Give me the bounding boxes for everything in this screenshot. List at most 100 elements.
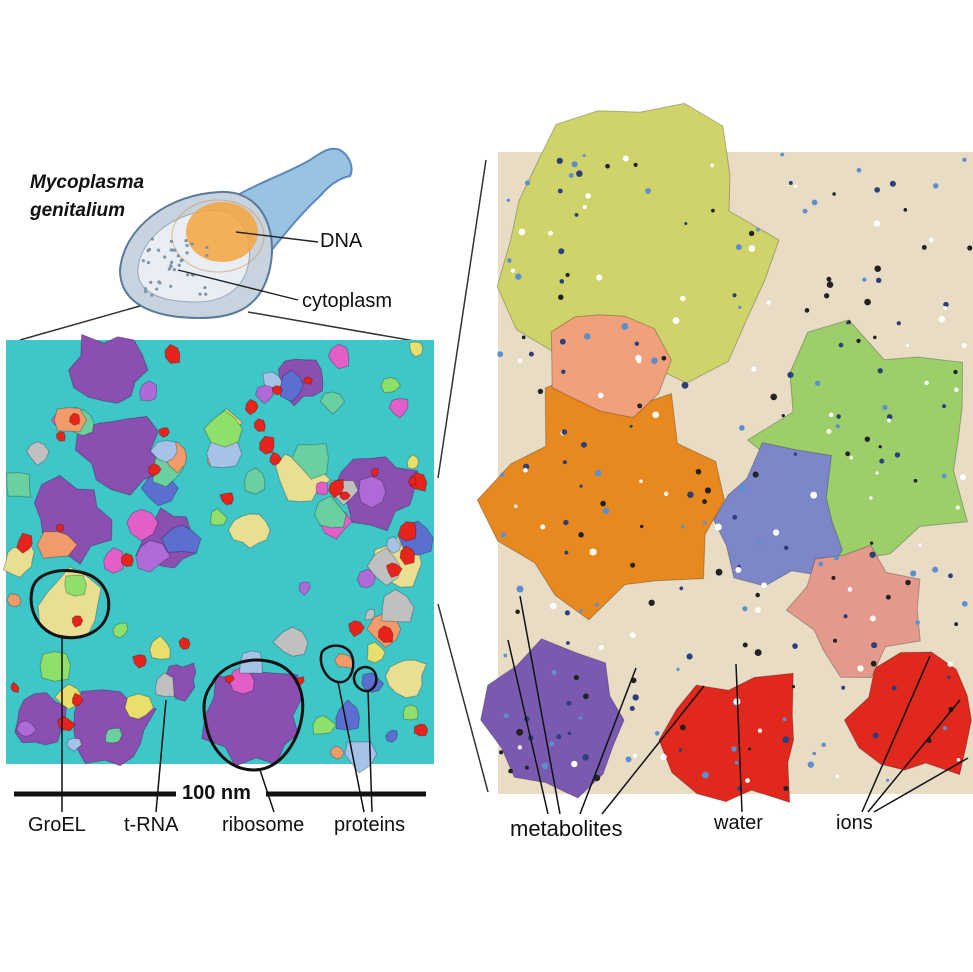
cytoplasm-dot <box>204 292 208 296</box>
protein-blob <box>26 441 50 467</box>
trna-blob <box>407 476 417 486</box>
metabolite-particle <box>745 778 750 783</box>
metabolite-particle <box>802 208 808 214</box>
metabolite-particle <box>497 351 504 358</box>
ribosome-blob <box>74 415 165 496</box>
protein-blob <box>5 471 32 498</box>
metabolite-particle <box>557 188 563 194</box>
metabolite-particle <box>564 610 570 616</box>
proteins-pointer-2 <box>367 689 373 813</box>
trna-blob <box>164 343 181 364</box>
metabolite-particle <box>645 188 651 194</box>
protein-blob <box>210 507 228 526</box>
metabolite-particle <box>783 785 789 791</box>
zoom-line-top <box>437 159 487 479</box>
trna-blob <box>244 398 259 416</box>
zoom-line-bottom <box>437 603 489 793</box>
cytoplasm-dot <box>169 284 173 288</box>
metabolite-particle <box>831 575 836 580</box>
metabolite-particle <box>523 467 528 473</box>
metabolite-particle <box>629 632 636 639</box>
cytoplasm-dot <box>156 248 161 252</box>
metabolite-particle <box>574 213 579 217</box>
cytoplasm-dot <box>155 287 159 291</box>
metabolite-particle <box>582 154 586 158</box>
trna-blob <box>120 552 135 568</box>
protein-blob <box>126 508 159 542</box>
metabolite-particle <box>593 774 601 782</box>
right-molecules <box>476 102 973 804</box>
metabolite-particle <box>847 587 853 592</box>
metabolite-particle <box>821 742 826 748</box>
metabolite-particle <box>679 586 684 591</box>
metabolite-particle <box>878 445 882 449</box>
metabolite-particle <box>954 622 959 627</box>
metabolite-particle <box>585 193 591 199</box>
protein-blob <box>329 745 345 760</box>
groel-blob <box>227 513 271 549</box>
protein-blob <box>319 391 346 415</box>
trna-blob <box>69 412 81 426</box>
metabolite-particle <box>500 532 507 538</box>
metabolite-particle <box>869 615 876 622</box>
metabolite-particle <box>503 653 508 658</box>
metabolite-particle <box>541 762 549 770</box>
metabolite-particle <box>948 706 954 713</box>
metabolite-particle <box>871 642 878 649</box>
metabolite-particle <box>622 155 629 162</box>
cytoplasm-dot <box>172 268 176 272</box>
cytoplasm-dot <box>147 247 152 252</box>
cytoplasm-dot <box>205 245 209 249</box>
metabolite-particle <box>632 753 637 758</box>
metabolite-particle <box>567 731 572 736</box>
metabolite-particle <box>826 276 832 282</box>
metabolite-particle <box>889 180 896 187</box>
metabolite-particle <box>640 524 644 529</box>
ions-pointer-3 <box>873 757 969 813</box>
metabolite-particle <box>788 181 793 185</box>
metabolite-particle <box>651 357 658 365</box>
metabolite-particle <box>589 548 597 556</box>
metabolite-particle <box>946 675 951 679</box>
metabolites-pointer-3 <box>579 667 637 815</box>
metabolite-particle <box>508 768 513 774</box>
cytoplasm-dot <box>157 280 161 284</box>
cytoplasm-dot <box>143 289 148 294</box>
cytoplasm-dot <box>185 251 189 255</box>
metabolite-particle <box>910 570 917 577</box>
metabolite-particle <box>597 392 604 399</box>
metabolite-particle <box>562 460 567 465</box>
metabolite-particle <box>583 333 591 340</box>
metabolite-particle <box>791 684 796 689</box>
metabolite-particle <box>540 524 546 530</box>
cytoplasm-dot <box>141 259 145 263</box>
protein-blob <box>327 343 350 370</box>
metabolite-particle <box>625 756 632 763</box>
trna-blob <box>259 435 275 455</box>
protein-blob <box>385 729 399 743</box>
metabolite-particle <box>517 745 523 750</box>
metabolite-particle <box>582 693 589 700</box>
metabolite-particle <box>739 425 745 431</box>
metabolite-particle <box>835 424 840 429</box>
protein-blob <box>160 524 202 554</box>
metabolite-particle <box>879 458 885 464</box>
metabolite-particle <box>537 388 544 395</box>
protein-blob <box>104 727 123 744</box>
ions-region <box>658 672 795 804</box>
metabolite-particle <box>573 674 579 681</box>
metabolite-particle <box>826 281 834 288</box>
metabolite-particle <box>913 478 918 483</box>
metabolite-particle <box>812 751 816 756</box>
metabolite-particle <box>702 499 708 505</box>
protein-blob <box>312 714 337 735</box>
metabolite-particle <box>832 638 838 643</box>
cytoplasm-dot <box>185 243 189 248</box>
metabolite-particle <box>681 524 685 529</box>
metabolite-particle <box>561 369 566 374</box>
cytoplasm-dot <box>186 273 190 277</box>
protein-blob <box>315 481 329 496</box>
groel-outline <box>29 569 111 640</box>
metabolite-particle <box>582 204 587 210</box>
